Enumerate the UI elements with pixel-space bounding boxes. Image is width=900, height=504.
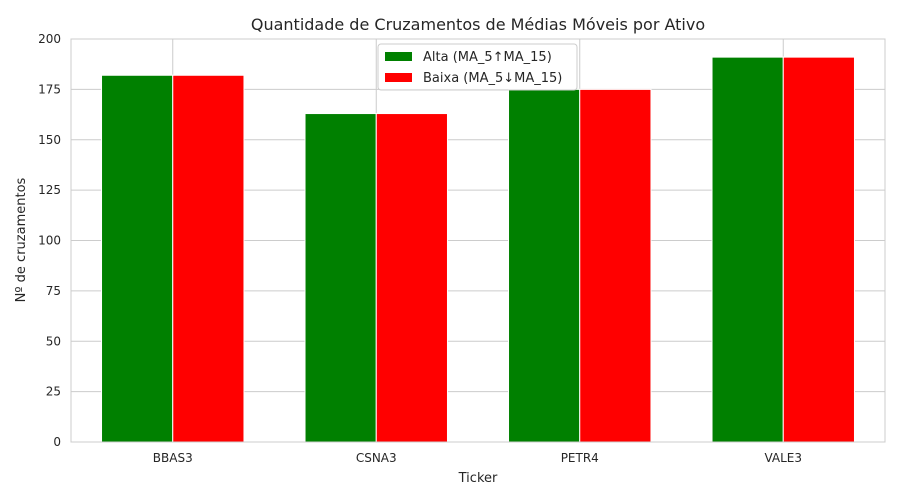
y-tick-label: 25 — [46, 385, 61, 399]
x-tick-label: BBAS3 — [153, 451, 193, 465]
x-axis-label: Ticker — [458, 471, 498, 486]
y-tick-label: 200 — [38, 32, 61, 46]
x-tick-label: VALE3 — [764, 451, 802, 465]
y-tick-label: 75 — [46, 284, 61, 298]
bar-alta-bbas3 — [101, 74, 174, 443]
legend-label-baixa: Baixa (MA_5↓MA_15) — [423, 71, 562, 86]
bar-baixa-vale3 — [782, 56, 855, 443]
legend-swatch-alta — [385, 52, 412, 61]
bar-baixa-bbas3 — [172, 74, 245, 443]
y-tick-label: 125 — [38, 183, 61, 197]
legend-box — [377, 43, 578, 91]
bar-baixa-petr4 — [579, 88, 652, 443]
x-axis-ticks: BBAS3 CSNA3 PETR4 VALE3 — [153, 451, 802, 465]
bar-baixa-csna3 — [375, 113, 448, 443]
chart-title: Quantidade de Cruzamentos de Médias Móve… — [251, 15, 705, 34]
legend-label-alta: Alta (MA_5↑MA_15) — [423, 50, 552, 65]
legend: Alta (MA_5↑MA_15) Baixa (MA_5↓MA_15) — [377, 43, 578, 91]
y-tick-label: 0 — [53, 435, 61, 449]
y-axis-label: Nº de cruzamentos — [14, 177, 29, 302]
bar-alta-csna3 — [304, 113, 377, 443]
y-tick-label: 175 — [38, 82, 61, 96]
x-tick-label: PETR4 — [561, 451, 599, 465]
bar-alta-vale3 — [711, 56, 784, 443]
y-tick-label: 100 — [38, 234, 61, 248]
y-tick-label: 150 — [38, 133, 61, 147]
legend-swatch-baixa — [385, 73, 412, 82]
bars — [101, 56, 855, 443]
y-axis-ticks: 0 25 50 75 100 125 150 175 200 — [38, 32, 61, 449]
bar-alta-petr4 — [508, 88, 581, 443]
x-tick-label: CSNA3 — [356, 451, 397, 465]
plot-frame — [70, 38, 886, 443]
y-tick-label: 50 — [46, 334, 61, 348]
